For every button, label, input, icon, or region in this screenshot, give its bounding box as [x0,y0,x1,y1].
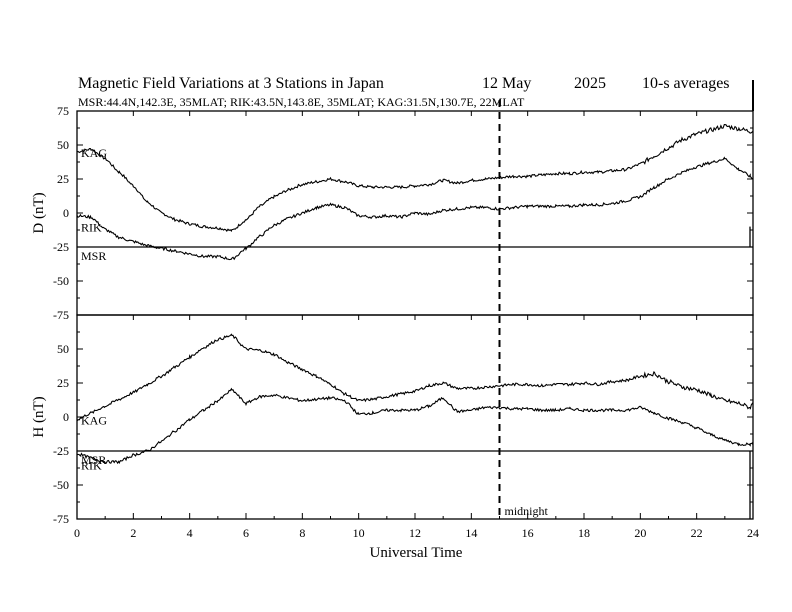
msr-label: MSR [81,249,106,263]
msr-label: MSR [81,453,106,467]
rik-trace [76,156,754,261]
stations-line: MSR:44.4N,142.3E, 35MLAT; RIK:43.5N,143.… [78,95,525,109]
y-tick-label: 50 [57,342,69,356]
x-axis-label: Universal Time [370,545,463,561]
panel-frame [76,314,754,520]
x-tick-label: 4 [187,526,193,540]
x-tick-label: 0 [74,526,80,540]
declination-panel: 75 50 25 0 -25 -50 -75 D (nT) MSR KAG RIK [31,104,754,322]
kag-trace [76,124,754,233]
y-tick-label: 0 [63,410,69,424]
y-tick-label: -50 [53,478,69,492]
y-tick-label: -25 [53,444,69,458]
x-tick-label: 12 [409,526,421,540]
midnight-marker: midnight [498,80,754,519]
rik-trace [76,387,754,465]
y-tick-label: -75 [53,512,69,526]
horizontal-panel: 50 25 0 -25 -50 -75 H (nT) MSR KAG RIK [31,314,754,526]
kag-trace [76,333,754,422]
chart-title: Magnetic Field Variations at 3 Stations … [78,75,384,92]
y-tick-label: 50 [57,138,69,152]
chart-date: 12 May [482,75,531,92]
y-tick-label: 75 [57,104,69,118]
y-tick-label: -50 [53,274,69,288]
kag-label: KAG [81,414,107,428]
x-tick-label: 20 [634,526,646,540]
y-tick-label: 0 [63,206,69,220]
rik-label: RIK [81,221,102,235]
y-axis-label: H (nT) [31,396,47,437]
midnight-label: midnight [505,504,549,518]
x-tick-label: 8 [299,526,305,540]
y-tick-label: 25 [57,172,69,186]
x-tick-label: 14 [465,526,477,540]
x-tick-label: 22 [691,526,703,540]
x-tick-label: 2 [130,526,136,540]
x-tick-label: 24 [747,526,759,540]
y-axis-label: D (nT) [31,192,47,233]
kag-label: KAG [81,146,107,160]
chart-averaging: 10-s averages [642,75,730,92]
y-tick-label: -75 [53,308,69,322]
x-tick-label: 10 [353,526,365,540]
x-tick-label: 6 [243,526,249,540]
rik-label: RIK [81,459,102,473]
x-axis: 0 2 4 6 8 10 12 14 16 18 20 22 24 [74,111,759,540]
x-tick-label: 18 [578,526,590,540]
chart-year: 2025 [574,75,606,92]
y-tick-label: -25 [53,240,69,254]
x-tick-label: 16 [522,526,534,540]
y-tick-label: 25 [57,376,69,390]
